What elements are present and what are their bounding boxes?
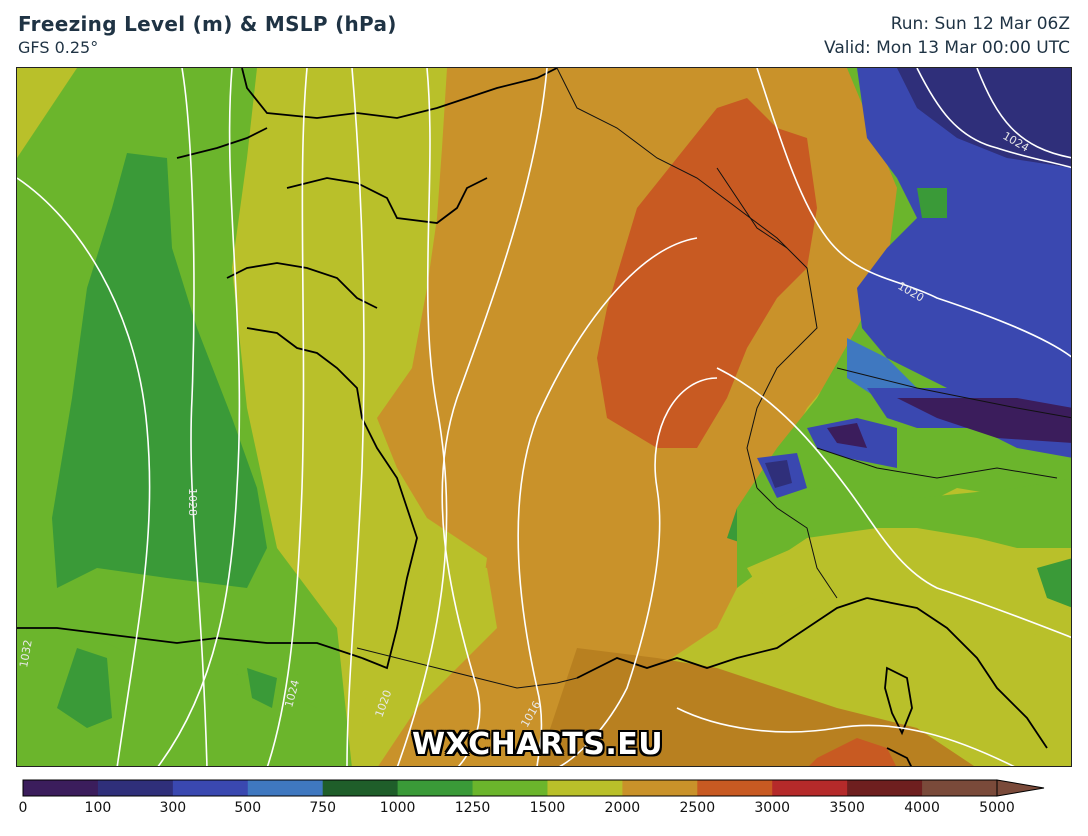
- colorbar-segment: [847, 780, 923, 796]
- colorbar-tick-label: 4000: [904, 800, 940, 816]
- colorbar-segment: [772, 780, 848, 796]
- valid-label: Valid: Mon 13 Mar 00:00 UTC: [824, 38, 1070, 58]
- watermark: WXCHARTS.EU: [412, 727, 664, 762]
- colorbar-tick-label: 100: [84, 800, 112, 816]
- colorbar-tick-label: 1250: [454, 800, 491, 816]
- colorbar: [22, 779, 1045, 797]
- colorbar-tick-label: 2500: [679, 800, 716, 816]
- freezing-level-map: 1028 1024 1020 1016 1024 1020 1032: [17, 68, 1071, 766]
- colorbar-tick-label: 300: [159, 800, 187, 816]
- colorbar-segment: [97, 780, 174, 796]
- run-label: Run: Sun 12 Mar 06Z: [890, 14, 1070, 34]
- colorbar-segment: [322, 780, 399, 796]
- colorbar-segment: [697, 780, 773, 796]
- colorbar-tick-label: 1000: [379, 800, 416, 816]
- colorbar-segment: [547, 780, 623, 796]
- isobar-label-1032: 1032: [17, 639, 35, 669]
- isobar-label-1028: 1028: [186, 488, 199, 516]
- colorbar-segment: [622, 780, 698, 796]
- colorbar-tick-label: 1500: [529, 800, 566, 816]
- colorbar-segment: [172, 780, 249, 796]
- zone-0-100: [897, 398, 1071, 443]
- colorbar-segment: [23, 780, 99, 796]
- map-panel: 1028 1024 1020 1016 1024 1020 1032: [16, 67, 1072, 767]
- colorbar-segment: [922, 780, 998, 796]
- model-label: GFS 0.25°: [18, 38, 99, 57]
- colorbar-segment: [397, 780, 474, 796]
- zone-100-300: [897, 68, 1071, 168]
- colorbar-tick-label: 5000: [979, 800, 1015, 816]
- colorbar-segment: [247, 780, 324, 796]
- zone-2500-3000: [597, 98, 817, 448]
- colorbar-tick-label: 3500: [829, 800, 865, 816]
- colorbar-segment: [472, 780, 548, 796]
- colorbar-tick-label: 500: [234, 800, 262, 816]
- zone-1000-1250: [52, 153, 267, 588]
- colorbar-tick-label: 0: [18, 800, 28, 816]
- borders: [356, 68, 1071, 689]
- isobars: [17, 68, 1071, 766]
- colorbar-tick-label: 2000: [604, 800, 641, 816]
- chart-title: Freezing Level (m) & MSLP (hPa): [18, 12, 397, 36]
- colorbar-tick-label: 3000: [754, 800, 791, 816]
- colorbar-tick-label: 750: [309, 800, 337, 816]
